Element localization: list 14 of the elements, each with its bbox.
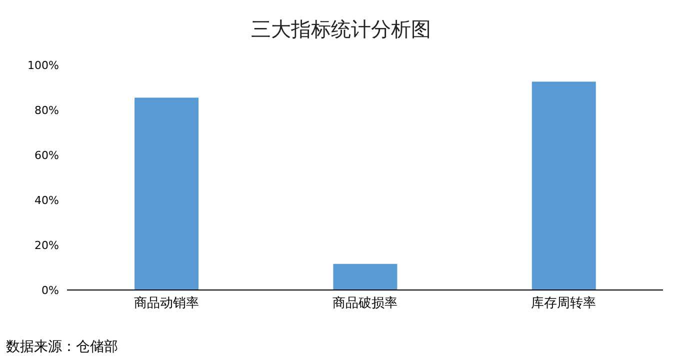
chart-title: 三大指标统计分析图 <box>250 16 432 43</box>
x-tick-label: 商品动销率 <box>134 295 199 312</box>
y-tick-label: 60% <box>34 148 59 162</box>
x-tick-label: 库存周转率 <box>531 295 596 312</box>
y-tick-label: 40% <box>34 194 59 207</box>
y-tick-label: 20% <box>34 238 59 252</box>
x-tick-label: 商品破损率 <box>332 295 398 312</box>
bar <box>333 264 398 290</box>
y-tick-label: 0% <box>42 284 59 297</box>
y-tick-label: 100% <box>28 58 59 72</box>
bar <box>134 98 199 290</box>
y-tick-label: 80% <box>34 104 59 117</box>
source-note: 数据来源：仓储部 <box>6 338 118 356</box>
bar <box>532 82 596 290</box>
